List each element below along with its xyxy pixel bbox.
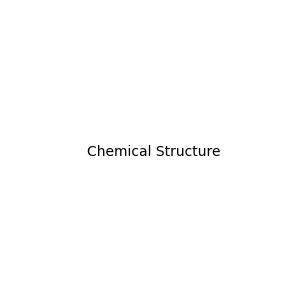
Text: Chemical Structure: Chemical Structure (87, 145, 220, 158)
